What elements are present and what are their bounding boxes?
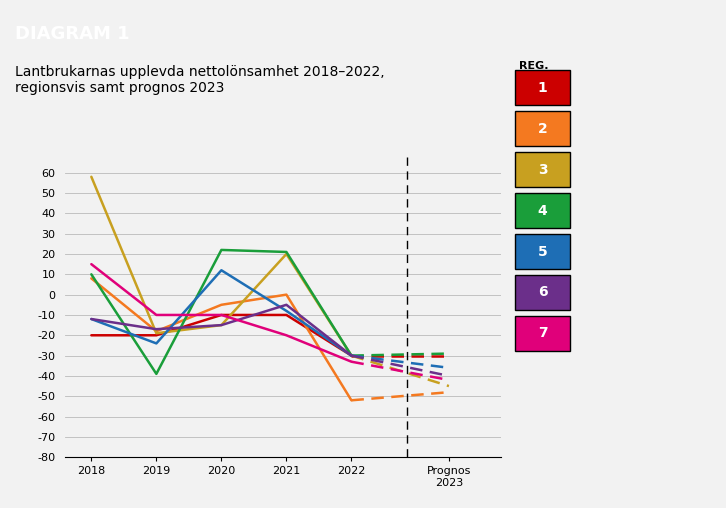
Text: 5: 5	[538, 244, 547, 259]
Text: 6: 6	[538, 285, 547, 299]
Text: 1: 1	[538, 81, 547, 94]
FancyBboxPatch shape	[515, 71, 570, 105]
FancyBboxPatch shape	[515, 152, 570, 187]
Text: DIAGRAM 1: DIAGRAM 1	[15, 24, 129, 43]
FancyBboxPatch shape	[515, 193, 570, 228]
FancyBboxPatch shape	[515, 316, 570, 351]
Text: Lantbrukarnas upplevda nettolönsamhet 2018–2022,
regionsvis samt prognos 2023: Lantbrukarnas upplevda nettolönsamhet 20…	[15, 65, 384, 95]
Text: REG.: REG.	[519, 61, 549, 71]
Text: 4: 4	[538, 204, 547, 217]
Text: 2: 2	[538, 122, 547, 136]
Text: 7: 7	[538, 327, 547, 340]
Text: 3: 3	[538, 163, 547, 177]
FancyBboxPatch shape	[515, 234, 570, 269]
FancyBboxPatch shape	[515, 111, 570, 146]
FancyBboxPatch shape	[515, 275, 570, 310]
